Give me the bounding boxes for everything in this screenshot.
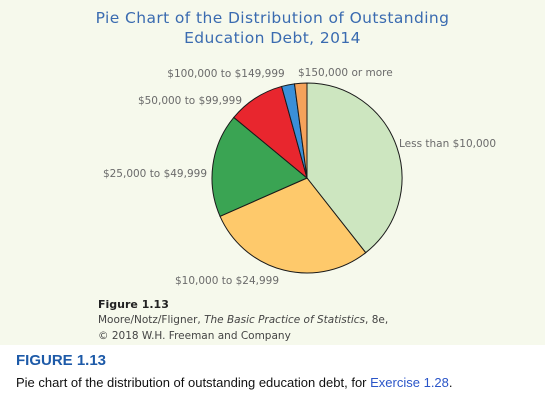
caption-book: The Basic Practice of Statistics bbox=[204, 314, 366, 326]
caption-copyright: © 2018 W.H. Freeman and Company bbox=[98, 330, 291, 342]
chart-title: Pie Chart of the Distribution of Outstan… bbox=[0, 8, 545, 48]
pie-slice bbox=[219, 177, 367, 274]
caption-authors: Moore/Notz/Fligner, bbox=[98, 314, 205, 326]
slice-label: $10,000 to $24,999 bbox=[175, 275, 279, 287]
figure-text: Pie chart of the distribution of outstan… bbox=[16, 375, 371, 390]
exercise-link[interactable]: Exercise 1.28 bbox=[370, 375, 449, 390]
caption-label: Figure 1.13 bbox=[98, 298, 169, 311]
chart-title-line-1: Pie Chart of the Distribution of Outstan… bbox=[95, 9, 450, 27]
figure-panel: Pie Chart of the Distribution of Outstan… bbox=[0, 0, 545, 345]
figure-heading: FIGURE 1.13 bbox=[16, 352, 107, 369]
pie-slice bbox=[306, 82, 403, 254]
pie-slice bbox=[293, 82, 308, 179]
figure-description: Pie chart of the distribution of outstan… bbox=[16, 375, 453, 390]
slice-label: Less than $10,000 bbox=[399, 138, 496, 150]
figure-text-end: . bbox=[448, 375, 453, 390]
slice-label: $25,000 to $49,999 bbox=[103, 168, 207, 180]
caption-edition: , 8e, bbox=[365, 314, 389, 326]
pie-chart: Less than $10,000 $10,000 to $24,999 $25,0… bbox=[103, 67, 496, 287]
caption-source: Moore/Notz/Fligner, The Basic Practice o… bbox=[98, 314, 388, 326]
slice-label: $100,000 to $149,999 bbox=[167, 68, 284, 80]
chart-title-line-2: Education Debt, 2014 bbox=[184, 29, 361, 47]
pie-slice bbox=[211, 116, 308, 217]
slice-label: $150,000 or more bbox=[298, 67, 393, 79]
slice-label: $50,000 to $99,999 bbox=[138, 95, 242, 107]
